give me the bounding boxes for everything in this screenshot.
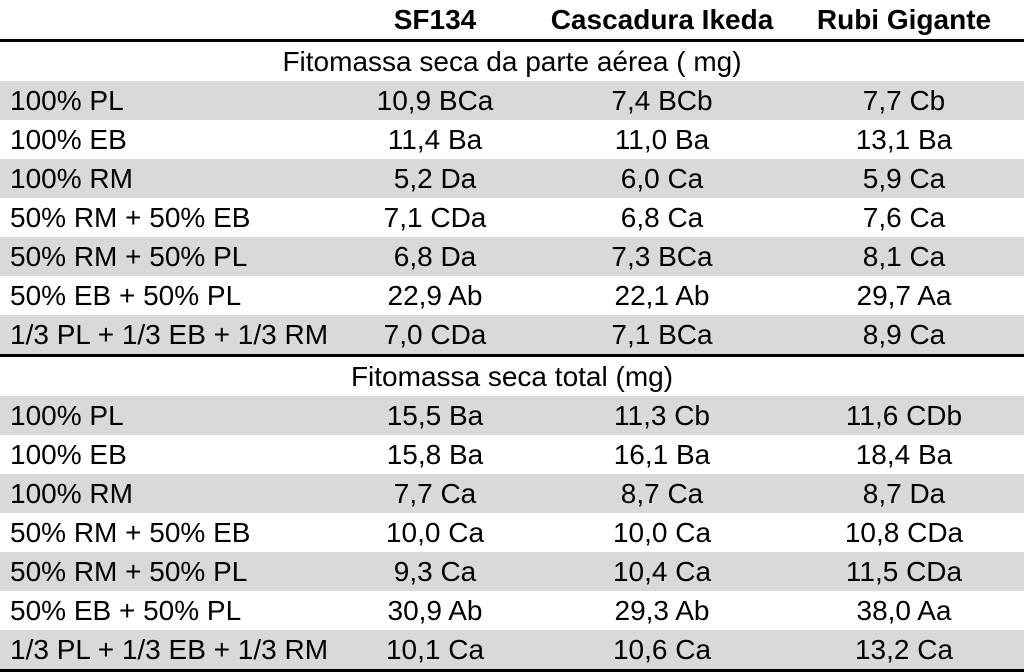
cell-value: 7,1 CDa — [330, 198, 540, 237]
cell-value: 15,5 Ba — [330, 396, 540, 435]
table-row: 50% EB + 50% PL30,9 Ab29,3 Ab38,0 Aa — [0, 591, 1024, 630]
table-header-row: SF134 Cascadura Ikeda Rubi Gigante — [0, 0, 1024, 41]
cell-value: 10,9 BCa — [330, 81, 540, 120]
cell-value: 10,1 Ca — [330, 630, 540, 671]
cell-value: 7,3 BCa — [540, 237, 784, 276]
table-row: 50% RM + 50% PL9,3 Ca10,4 Ca11,5 CDa — [0, 552, 1024, 591]
data-table: SF134 Cascadura Ikeda Rubi Gigante Fitom… — [0, 0, 1024, 672]
section-title: Fitomassa seca da parte aérea ( mg) — [0, 41, 1024, 82]
row-label: 1/3 PL + 1/3 EB + 1/3 RM — [0, 315, 330, 356]
section-row: Fitomassa seca total (mg) — [0, 356, 1024, 397]
cell-value: 29,7 Aa — [784, 276, 1024, 315]
table-row: 100% PL10,9 BCa7,4 BCb7,7 Cb — [0, 81, 1024, 120]
cell-value: 10,0 Ca — [330, 513, 540, 552]
header-col-sf134: SF134 — [330, 0, 540, 41]
table-body: Fitomassa seca da parte aérea ( mg)100% … — [0, 41, 1024, 671]
cell-value: 38,0 Aa — [784, 591, 1024, 630]
section-row: Fitomassa seca da parte aérea ( mg) — [0, 41, 1024, 82]
table-row: 100% PL15,5 Ba11,3 Cb11,6 CDb — [0, 396, 1024, 435]
table-row: 50% EB + 50% PL22,9 Ab22,1 Ab29,7 Aa — [0, 276, 1024, 315]
cell-value: 7,7 Ca — [330, 474, 540, 513]
cell-value: 11,4 Ba — [330, 120, 540, 159]
cell-value: 10,0 Ca — [540, 513, 784, 552]
table-row: 100% EB11,4 Ba11,0 Ba13,1 Ba — [0, 120, 1024, 159]
row-label: 100% RM — [0, 159, 330, 198]
table-row: 100% RM5,2 Da6,0 Ca5,9 Ca — [0, 159, 1024, 198]
cell-value: 11,0 Ba — [540, 120, 784, 159]
table-row: 50% RM + 50% EB7,1 CDa6,8 Ca7,6 Ca — [0, 198, 1024, 237]
row-label: 100% EB — [0, 120, 330, 159]
row-label: 50% RM + 50% EB — [0, 513, 330, 552]
cell-value: 11,6 CDb — [784, 396, 1024, 435]
row-label: 50% RM + 50% PL — [0, 237, 330, 276]
cell-value: 22,1 Ab — [540, 276, 784, 315]
section-title: Fitomassa seca total (mg) — [0, 356, 1024, 397]
cell-value: 9,3 Ca — [330, 552, 540, 591]
cell-value: 10,6 Ca — [540, 630, 784, 671]
cell-value: 6,8 Da — [330, 237, 540, 276]
cell-value: 7,7 Cb — [784, 81, 1024, 120]
cell-value: 10,8 CDa — [784, 513, 1024, 552]
header-col-cascadura: Cascadura Ikeda — [540, 0, 784, 41]
cell-value: 7,0 CDa — [330, 315, 540, 356]
cell-value: 16,1 Ba — [540, 435, 784, 474]
header-col-rubi: Rubi Gigante — [784, 0, 1024, 41]
cell-value: 18,4 Ba — [784, 435, 1024, 474]
header-blank — [0, 0, 330, 41]
table-row: 1/3 PL + 1/3 EB + 1/3 RM10,1 Ca10,6 Ca13… — [0, 630, 1024, 671]
row-label: 50% RM + 50% PL — [0, 552, 330, 591]
cell-value: 8,1 Ca — [784, 237, 1024, 276]
row-label: 100% EB — [0, 435, 330, 474]
cell-value: 8,9 Ca — [784, 315, 1024, 356]
data-table-container: SF134 Cascadura Ikeda Rubi Gigante Fitom… — [0, 0, 1024, 672]
table-row: 1/3 PL + 1/3 EB + 1/3 RM7,0 CDa7,1 BCa8,… — [0, 315, 1024, 356]
row-label: 100% RM — [0, 474, 330, 513]
cell-value: 13,2 Ca — [784, 630, 1024, 671]
cell-value: 11,5 CDa — [784, 552, 1024, 591]
cell-value: 8,7 Da — [784, 474, 1024, 513]
cell-value: 10,4 Ca — [540, 552, 784, 591]
cell-value: 6,8 Ca — [540, 198, 784, 237]
cell-value: 30,9 Ab — [330, 591, 540, 630]
cell-value: 13,1 Ba — [784, 120, 1024, 159]
table-row: 100% EB15,8 Ba16,1 Ba18,4 Ba — [0, 435, 1024, 474]
cell-value: 11,3 Cb — [540, 396, 784, 435]
table-row: 50% RM + 50% EB10,0 Ca10,0 Ca10,8 CDa — [0, 513, 1024, 552]
row-label: 50% EB + 50% PL — [0, 276, 330, 315]
cell-value: 29,3 Ab — [540, 591, 784, 630]
cell-value: 6,0 Ca — [540, 159, 784, 198]
cell-value: 5,9 Ca — [784, 159, 1024, 198]
row-label: 100% PL — [0, 81, 330, 120]
cell-value: 15,8 Ba — [330, 435, 540, 474]
row-label: 50% EB + 50% PL — [0, 591, 330, 630]
cell-value: 5,2 Da — [330, 159, 540, 198]
cell-value: 8,7 Ca — [540, 474, 784, 513]
row-label: 50% RM + 50% EB — [0, 198, 330, 237]
cell-value: 7,6 Ca — [784, 198, 1024, 237]
table-row: 100% RM7,7 Ca8,7 Ca8,7 Da — [0, 474, 1024, 513]
row-label: 1/3 PL + 1/3 EB + 1/3 RM — [0, 630, 330, 671]
table-row: 50% RM + 50% PL6,8 Da7,3 BCa8,1 Ca — [0, 237, 1024, 276]
cell-value: 22,9 Ab — [330, 276, 540, 315]
cell-value: 7,4 BCb — [540, 81, 784, 120]
row-label: 100% PL — [0, 396, 330, 435]
cell-value: 7,1 BCa — [540, 315, 784, 356]
